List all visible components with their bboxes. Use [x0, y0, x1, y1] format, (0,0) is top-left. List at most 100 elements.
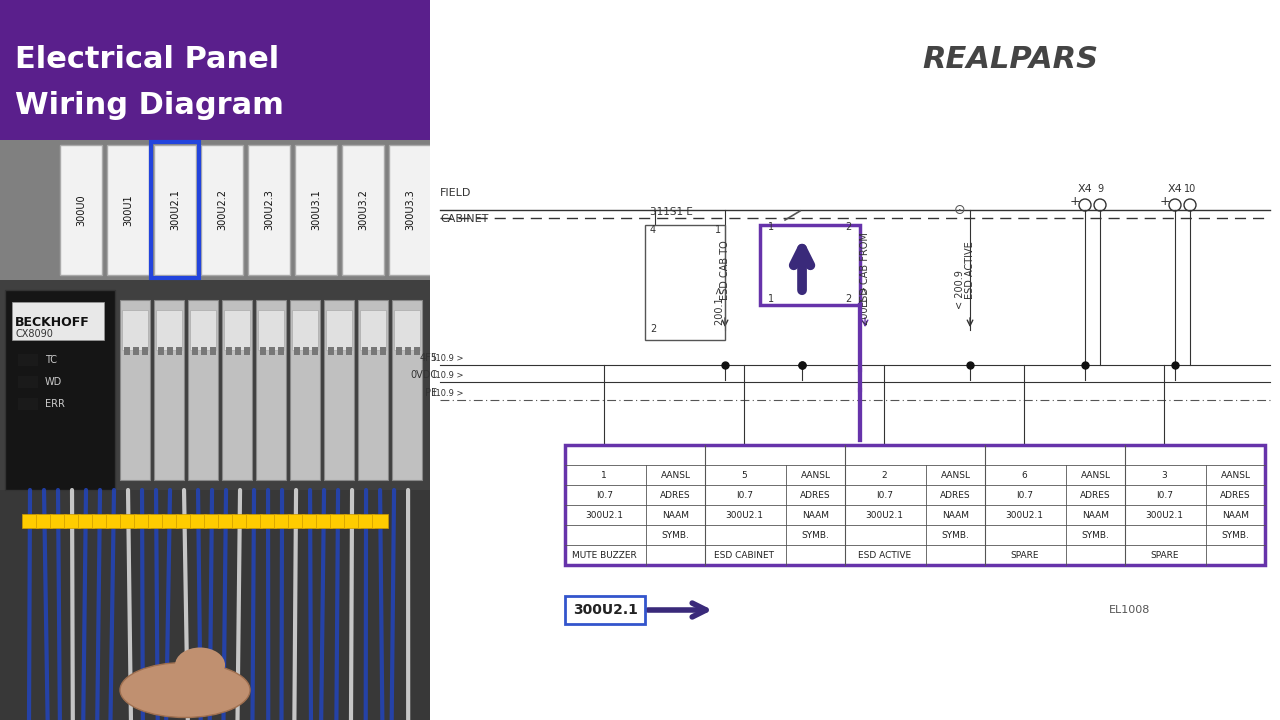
- Bar: [151, 142, 198, 278]
- Text: I0.7: I0.7: [876, 490, 892, 500]
- Text: 300U3.1: 300U3.1: [311, 189, 321, 230]
- Text: I0.7: I0.7: [1156, 490, 1172, 500]
- Bar: [22, 514, 38, 528]
- Text: +: +: [1160, 195, 1170, 208]
- Text: CX8090: CX8090: [15, 329, 52, 339]
- Text: FIELD: FIELD: [440, 188, 471, 198]
- Text: 300U0: 300U0: [76, 194, 86, 226]
- Text: 3: 3: [1161, 470, 1167, 480]
- Text: SYMB.: SYMB.: [1221, 531, 1249, 539]
- Text: 300U2.1: 300U2.1: [585, 510, 623, 520]
- Bar: [120, 514, 136, 528]
- Text: 300U3.2: 300U3.2: [358, 189, 369, 230]
- Text: CABINET: CABINET: [440, 214, 489, 224]
- Bar: [380, 347, 387, 355]
- Text: MUTE BUZZER: MUTE BUZZER: [572, 551, 636, 559]
- Bar: [564, 445, 1265, 565]
- Bar: [337, 347, 343, 355]
- Text: PE: PE: [425, 388, 436, 398]
- Text: 4: 4: [650, 225, 657, 235]
- Text: 200.1 >: 200.1 >: [716, 286, 724, 325]
- Bar: [436, 145, 479, 275]
- Text: ⊙: ⊙: [954, 203, 966, 217]
- Text: ADRES: ADRES: [1080, 490, 1111, 500]
- Bar: [157, 347, 164, 355]
- Bar: [358, 300, 388, 480]
- Text: 300U2.2: 300U2.2: [218, 189, 227, 230]
- Text: 300U4.1: 300U4.1: [452, 189, 462, 230]
- Bar: [296, 145, 337, 275]
- Bar: [133, 347, 140, 355]
- Bar: [346, 347, 352, 355]
- Text: 10: 10: [1184, 184, 1196, 194]
- Text: 300U1: 300U1: [123, 194, 133, 226]
- Bar: [256, 300, 285, 480]
- Bar: [342, 145, 384, 275]
- Bar: [18, 354, 38, 366]
- Bar: [106, 514, 122, 528]
- Text: NAAM: NAAM: [803, 510, 829, 520]
- Bar: [36, 514, 52, 528]
- Bar: [344, 514, 360, 528]
- Text: I10.9 >: I10.9 >: [433, 371, 463, 380]
- Text: ERR: ERR: [45, 399, 65, 409]
- Bar: [120, 300, 150, 480]
- Text: NAAM: NAAM: [942, 510, 969, 520]
- Text: 5: 5: [741, 470, 748, 480]
- Text: I0.7: I0.7: [736, 490, 753, 500]
- Text: 2: 2: [845, 294, 851, 304]
- Text: NAAM: NAAM: [1082, 510, 1108, 520]
- Bar: [564, 596, 645, 624]
- Text: ESD CAB TO: ESD CAB TO: [721, 240, 730, 300]
- Bar: [358, 514, 374, 528]
- Text: 300U2.1: 300U2.1: [572, 603, 637, 617]
- Text: 2: 2: [650, 324, 657, 334]
- Bar: [108, 145, 148, 275]
- Bar: [221, 300, 252, 480]
- Bar: [291, 300, 320, 480]
- Text: I0.7: I0.7: [595, 490, 613, 500]
- Bar: [60, 145, 102, 275]
- Text: 4F5: 4F5: [419, 353, 436, 363]
- Text: 300U2.1: 300U2.1: [1005, 510, 1043, 520]
- Bar: [260, 514, 276, 528]
- Text: ADRES: ADRES: [941, 490, 972, 500]
- Bar: [294, 347, 300, 355]
- Bar: [260, 347, 266, 355]
- Bar: [201, 347, 207, 355]
- Bar: [303, 347, 308, 355]
- Bar: [92, 514, 108, 528]
- Text: SYMB.: SYMB.: [1082, 531, 1110, 539]
- Bar: [50, 514, 67, 528]
- Text: NAAM: NAAM: [662, 510, 689, 520]
- Bar: [204, 514, 220, 528]
- Text: 6: 6: [1021, 470, 1027, 480]
- Text: X4: X4: [1078, 184, 1092, 194]
- Bar: [154, 300, 184, 480]
- Text: 300U2.1: 300U2.1: [1146, 510, 1183, 520]
- Bar: [392, 300, 422, 480]
- Text: ESD ACTIVE: ESD ACTIVE: [965, 241, 975, 299]
- Text: I10.9 >: I10.9 >: [433, 389, 463, 398]
- Bar: [324, 300, 355, 480]
- Bar: [232, 514, 248, 528]
- Bar: [330, 514, 346, 528]
- Text: AANSL: AANSL: [1221, 470, 1251, 480]
- Bar: [404, 347, 411, 355]
- Bar: [236, 347, 241, 355]
- Text: 300U3.3: 300U3.3: [404, 189, 415, 230]
- Bar: [148, 514, 164, 528]
- Bar: [362, 347, 369, 355]
- Bar: [248, 145, 291, 275]
- Text: SYMB.: SYMB.: [942, 531, 969, 539]
- Bar: [227, 347, 232, 355]
- Bar: [274, 514, 291, 528]
- Text: +: +: [1070, 195, 1080, 208]
- Bar: [244, 347, 250, 355]
- Text: 9: 9: [1097, 184, 1103, 194]
- Bar: [316, 514, 332, 528]
- Text: REALPARS: REALPARS: [922, 45, 1098, 74]
- Bar: [18, 376, 38, 388]
- Bar: [5, 290, 115, 490]
- Bar: [12, 302, 104, 340]
